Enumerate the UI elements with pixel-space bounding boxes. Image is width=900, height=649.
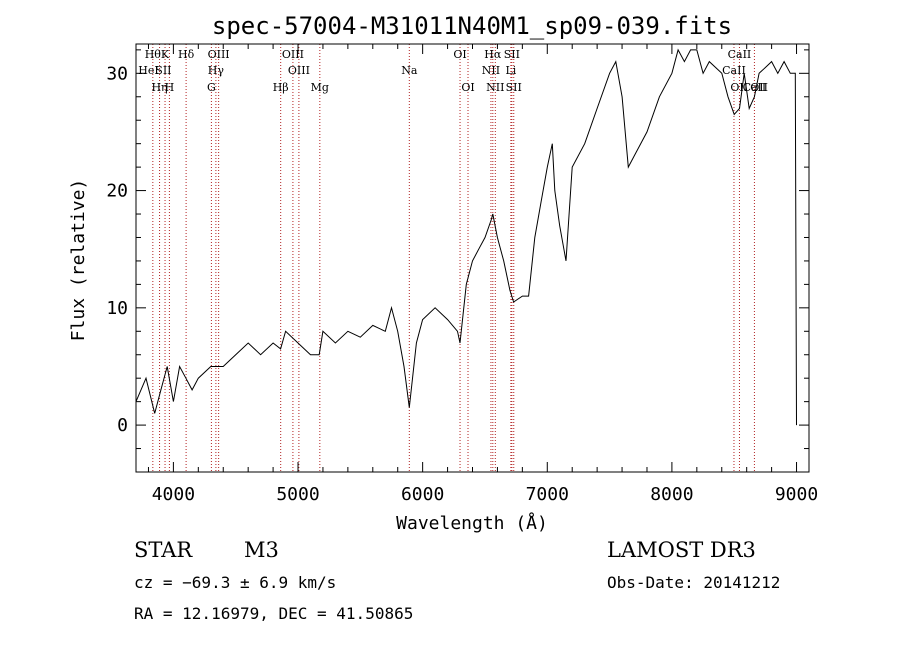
x-tick-label: 9000 xyxy=(775,484,818,505)
line-label-9: OIII xyxy=(282,48,304,61)
extra-line-label-1: SII xyxy=(155,64,171,77)
line-label-19: SII xyxy=(504,48,520,61)
line-label-18: Li xyxy=(505,64,516,77)
line-marker-group xyxy=(152,44,755,472)
line-label-13: OI xyxy=(453,48,466,61)
line-label-14: OI xyxy=(461,81,474,94)
coordinates: RA = 12.16979, DEC = 41.50865 xyxy=(134,604,414,623)
line-label-group: HθHηKHHδGHγOIIIHβOIIIOIIIMgNaOIOINIIHαNI… xyxy=(138,48,768,94)
y-tick-label: 10 xyxy=(106,298,128,319)
line-label-11: Mg xyxy=(311,81,329,94)
line-label-0: Hθ xyxy=(145,48,162,61)
x-tick-label: 5000 xyxy=(276,484,319,505)
x-axis-label: Wavelength (Å) xyxy=(396,512,548,534)
line-label-8: Hβ xyxy=(273,81,289,94)
line-label-17: NII xyxy=(486,81,504,94)
extra-line-label-3: OII xyxy=(750,81,768,94)
line-label-4: Hδ xyxy=(178,48,195,61)
spectrum-line xyxy=(135,48,797,426)
y-tick-label: 20 xyxy=(106,181,128,202)
line-label-12: Na xyxy=(401,64,418,77)
y-axis-label: Flux (relative) xyxy=(68,179,89,342)
object-class: STAR xyxy=(134,538,193,562)
redshift-velocity: cz = −69.3 ± 6.9 km/s xyxy=(134,573,337,592)
line-label-6: Hγ xyxy=(208,64,225,77)
object-subclass: M3 xyxy=(244,538,279,562)
line-label-2: K xyxy=(161,48,170,61)
x-axis: 4000 5000 6000 7000 8000 9000 xyxy=(147,44,818,505)
line-label-7: OIII xyxy=(208,48,230,61)
survey-label: LAMOST DR3 xyxy=(607,538,756,562)
line-label-1: Hη xyxy=(151,81,167,94)
x-tick-label: 6000 xyxy=(401,484,444,505)
line-label-3: H xyxy=(165,81,175,94)
line-label-10: OIII xyxy=(288,64,310,77)
line-label-23: CaII xyxy=(743,81,767,94)
line-label-20: SII xyxy=(506,81,522,94)
y-tick-label: 30 xyxy=(106,63,128,84)
x-tick-label: 8000 xyxy=(650,484,693,505)
x-tick-label: 4000 xyxy=(152,484,195,505)
extra-line-label-2: OII xyxy=(730,81,748,94)
y-axis: 0 10 20 30 xyxy=(106,49,809,473)
line-label-15: NII xyxy=(482,64,500,77)
line-label-22: CaII xyxy=(728,48,752,61)
x-tick-label: 7000 xyxy=(526,484,569,505)
observation-date: Obs-Date: 20141212 xyxy=(607,573,781,592)
line-label-16: Hα xyxy=(484,48,502,61)
line-label-21: CaII xyxy=(722,64,746,77)
y-tick-label: 0 xyxy=(117,415,128,436)
chart-title: spec-57004-M31011N40M1_sp09-039.fits xyxy=(212,12,732,40)
line-label-5: G xyxy=(207,81,216,94)
plot-frame xyxy=(135,43,810,473)
